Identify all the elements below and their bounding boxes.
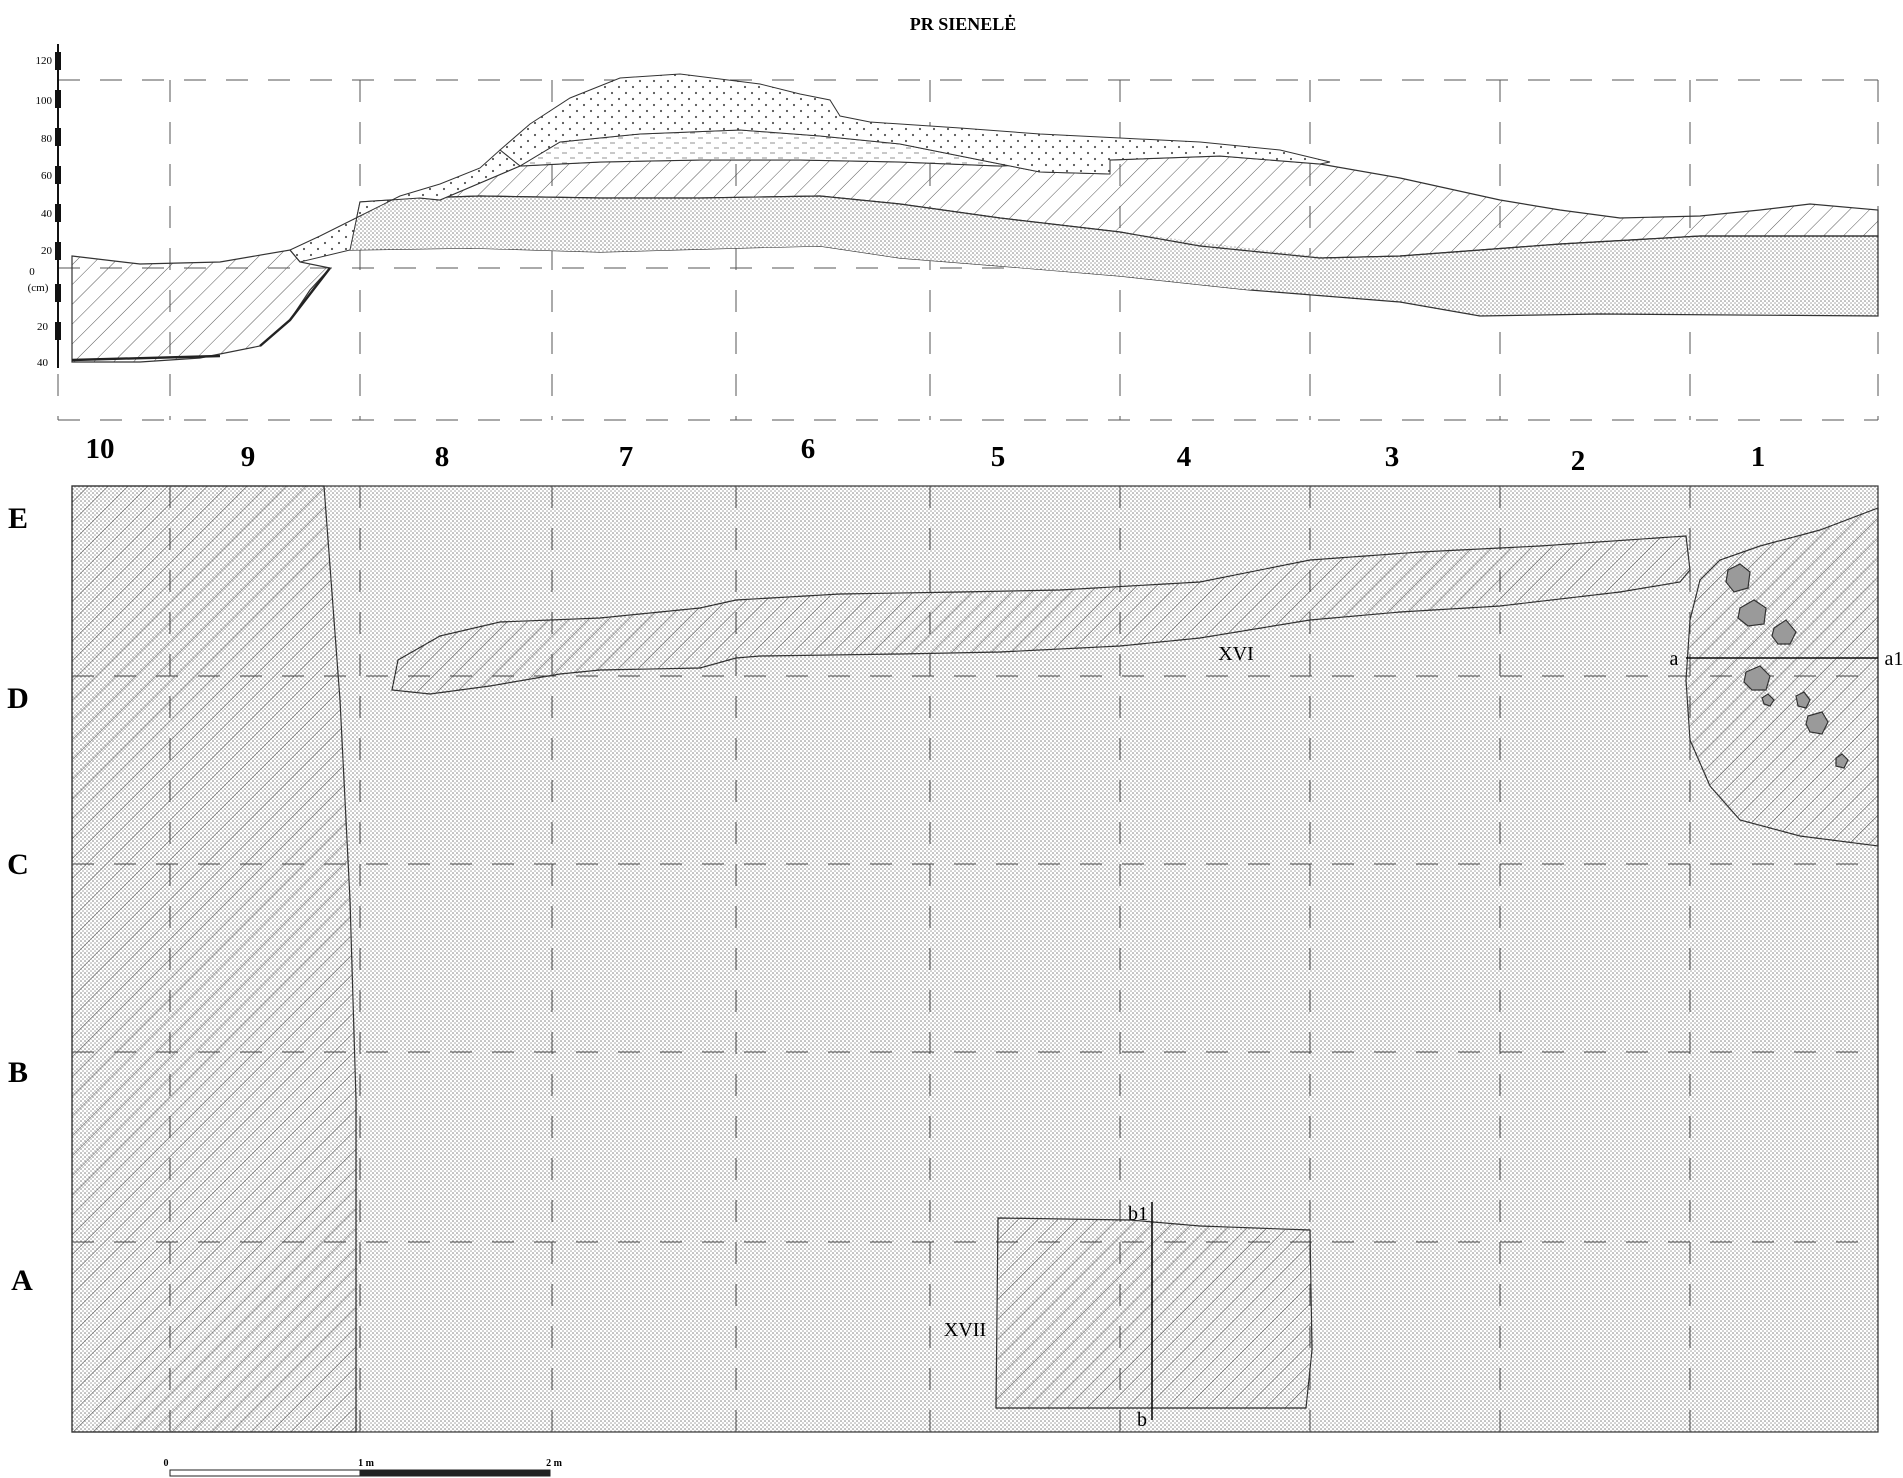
scale-tick-120: 120 xyxy=(36,55,53,67)
stone-6 xyxy=(1761,693,1775,707)
profile-top-mound-layer xyxy=(499,73,1331,175)
column-label-4: 4 xyxy=(1177,441,1192,473)
row-label-e: E xyxy=(8,502,28,535)
stone-2 xyxy=(1737,599,1767,627)
profile-left-pit-bottom xyxy=(71,354,221,362)
column-label-7: 7 xyxy=(619,441,634,473)
scale-unit-label: (cm) xyxy=(28,282,49,294)
column-label-6: 6 xyxy=(801,433,816,465)
scale-label-1m: 1 m xyxy=(358,1458,375,1469)
scale-tick-60: 60 xyxy=(41,170,53,182)
scale-tick-below-40: 40 xyxy=(37,357,49,369)
feature-xvii-shape xyxy=(995,1217,1313,1409)
profile-left-pit xyxy=(71,249,332,363)
feature-xvi-label: XVI xyxy=(1218,643,1254,665)
scale-tick-20: 20 xyxy=(41,245,53,257)
column-label-2: 2 xyxy=(1571,445,1586,477)
stone-5 xyxy=(1795,691,1811,709)
profile-section: 120 100 80 60 40 20 0 (cm) 20 40 xyxy=(28,44,1879,421)
feature-labels: XVI XVII a a1 b1 b xyxy=(944,643,1903,1431)
column-label-3: 3 xyxy=(1385,441,1400,473)
stones xyxy=(1725,563,1849,769)
plan-view xyxy=(71,485,1879,1433)
scale-bar-black-segment xyxy=(359,1469,551,1477)
scale-label-0: 0 xyxy=(164,1458,169,1469)
section-label-b1: b1 xyxy=(1128,1203,1148,1225)
section-label-a: a xyxy=(1670,648,1679,670)
feature-xvi-shape xyxy=(391,535,1691,695)
column-label-9: 9 xyxy=(241,441,256,473)
stone-3 xyxy=(1771,619,1797,645)
vertical-scale: 120 100 80 60 40 20 0 (cm) 20 40 xyxy=(28,44,61,369)
plan-left-hatched-zone xyxy=(71,485,357,1433)
scale-tick-below-20: 20 xyxy=(37,321,49,333)
stone-1 xyxy=(1725,563,1751,593)
drawing-title: PR SIENELĖ xyxy=(910,14,1017,34)
column-label-5: 5 xyxy=(991,441,1006,473)
column-labels: 10 9 8 7 6 5 4 3 2 1 xyxy=(86,433,1766,477)
row-label-c: C xyxy=(7,848,29,881)
plan-frame xyxy=(71,485,1879,1433)
column-label-8: 8 xyxy=(435,441,450,473)
column-label-10: 10 xyxy=(86,433,115,465)
row-label-a: A xyxy=(11,1264,33,1297)
section-label-a1: a1 xyxy=(1885,648,1903,670)
section-label-b: b xyxy=(1137,1409,1147,1431)
scale-tick-80: 80 xyxy=(41,133,53,145)
scale-bar: 0 1 m 2 m xyxy=(164,1458,563,1477)
feature-xvii-label: XVII xyxy=(944,1319,986,1341)
profile-left-pit-rim xyxy=(259,267,331,347)
scale-label-2m: 2 m xyxy=(546,1458,563,1469)
stone-8 xyxy=(1835,753,1849,769)
stone-7 xyxy=(1805,711,1829,735)
row-label-d: D xyxy=(7,682,29,715)
row-labels: E D C B A xyxy=(7,502,33,1297)
column-label-1: 1 xyxy=(1751,441,1766,473)
scale-tick-40: 40 xyxy=(41,208,53,220)
plan-grid xyxy=(72,486,1878,1432)
stone-4 xyxy=(1743,665,1771,691)
scale-bar-white-segment xyxy=(169,1469,361,1477)
row-label-b: B xyxy=(8,1056,28,1089)
profile-slope-layer xyxy=(289,149,521,263)
scale-zero-label: 0 xyxy=(29,266,35,278)
profile-middle-stipple-layer xyxy=(350,196,1330,290)
scale-tick-100: 100 xyxy=(36,95,53,107)
